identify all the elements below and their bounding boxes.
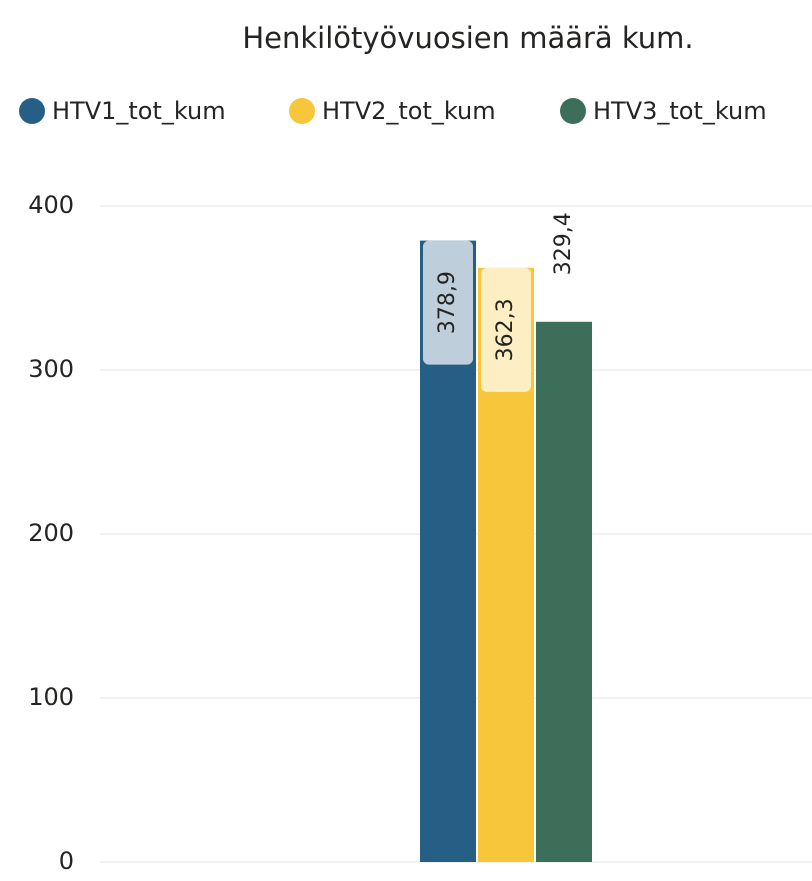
y-tick-label: 0 — [59, 847, 74, 875]
bar — [536, 321, 592, 862]
legend-marker — [19, 98, 45, 124]
legend-marker — [560, 98, 586, 124]
y-tick-label: 400 — [28, 191, 74, 219]
data-label-box — [481, 267, 531, 392]
y-tick-label: 300 — [28, 355, 74, 383]
legend-label: HTV1_tot_kum — [52, 97, 226, 125]
y-tick-label: 200 — [28, 519, 74, 547]
legend-label: HTV2_tot_kum — [322, 97, 496, 125]
data-label: 378,9 — [435, 271, 460, 334]
chart-title: Henkilötyövuosien määrä kum. — [242, 21, 693, 55]
data-label-box — [423, 240, 473, 365]
legend-label: HTV3_tot_kum — [593, 97, 767, 125]
legend-marker — [289, 98, 315, 124]
data-label: 362,3 — [493, 298, 518, 361]
y-tick-label: 100 — [28, 683, 74, 711]
data-label: 329,4 — [551, 212, 576, 275]
